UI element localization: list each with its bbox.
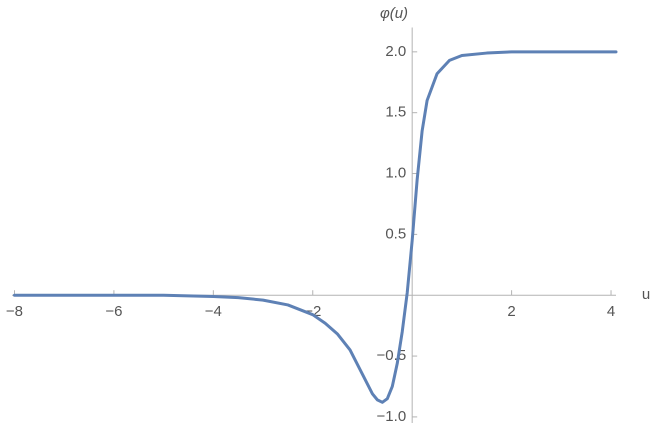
x-tick-label: 2 (507, 303, 515, 320)
data-line (12, 50, 618, 404)
y-tick-label: 2.0 (385, 43, 406, 60)
x-tick-label: −8 (6, 303, 23, 320)
y-tick-label: −0.5 (377, 347, 407, 364)
x-tick-label: −4 (205, 303, 222, 320)
x-axis-label: u (642, 286, 650, 303)
y-tick-label: 1.0 (385, 164, 406, 181)
y-tick-label: 1.5 (385, 104, 406, 121)
y-tick-label: 0.5 (385, 225, 406, 242)
x-tick-label: −6 (105, 303, 122, 320)
y-axis-label: φ(u) (380, 5, 408, 22)
y-tick-label: −1.0 (377, 408, 407, 425)
x-tick-label: 4 (607, 303, 615, 320)
